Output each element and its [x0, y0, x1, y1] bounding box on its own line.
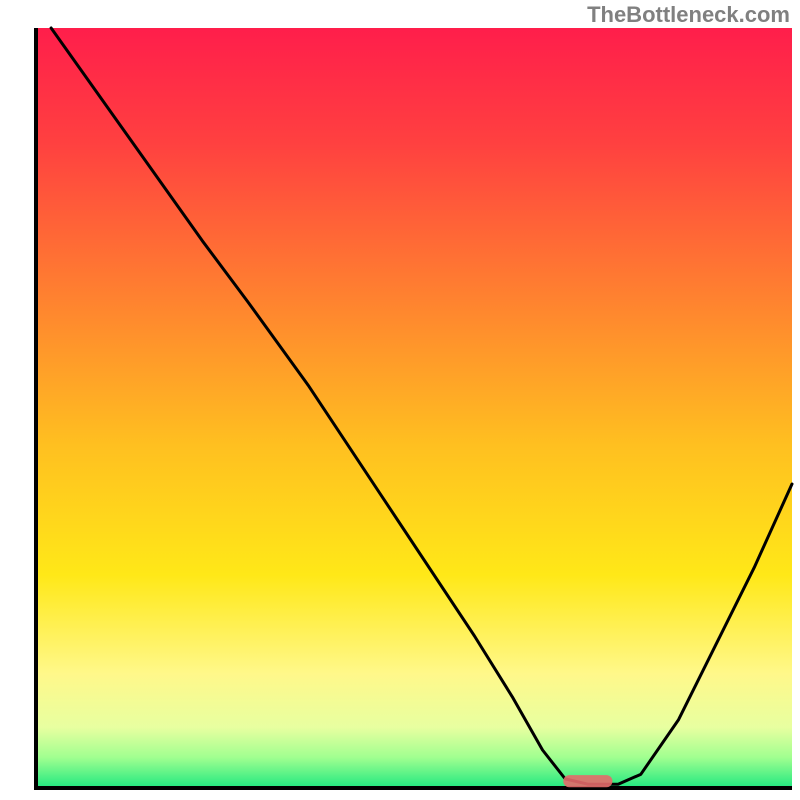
plot-area — [36, 28, 792, 788]
chart-container: TheBottleneck.com — [0, 0, 800, 800]
bottleneck-chart — [0, 0, 800, 800]
optimal-marker — [563, 775, 612, 787]
gradient-background — [36, 28, 792, 788]
watermark-text: TheBottleneck.com — [587, 2, 790, 28]
